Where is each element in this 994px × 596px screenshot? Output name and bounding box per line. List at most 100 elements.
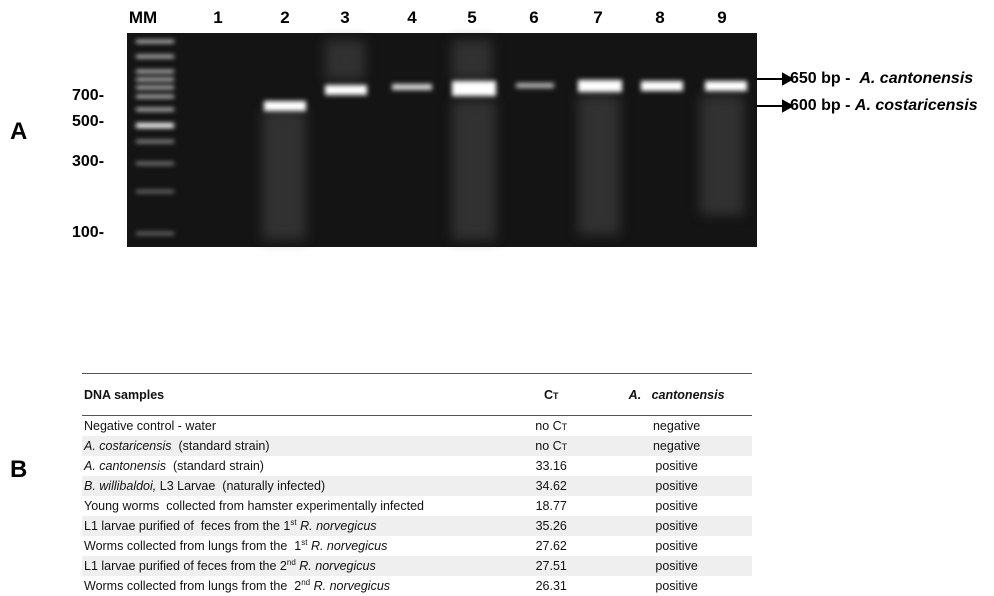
text-part: A. costaricensis — [855, 97, 978, 114]
table-row: L1 larvae purified of feces from the 2nd… — [82, 556, 752, 576]
text-part: positive — [655, 539, 697, 553]
panel-label: B — [10, 456, 27, 484]
text-part: 34.62 — [536, 479, 567, 493]
lane-label: 9 — [717, 8, 726, 28]
text-part: T — [562, 442, 568, 452]
text-part: T — [562, 422, 568, 432]
text-part: 600 bp - — [790, 97, 855, 114]
table-cell: 35.26 — [501, 516, 601, 536]
text-part: nd — [301, 578, 310, 587]
text-part: L1 larvae purified of feces from the 2 — [84, 560, 287, 574]
text-part: A. cantonensis — [629, 388, 725, 402]
table-row: A. cantonensis (standard strain) 33.16 pos… — [82, 456, 752, 476]
table-cell: B. willibaldoi, L3 Larvae (naturally inf… — [82, 476, 501, 496]
text-part: 18.77 — [536, 499, 567, 513]
text-part: (standard strain) — [166, 459, 264, 473]
table-cell: 27.62 — [501, 536, 601, 556]
table-cell: positive — [601, 496, 752, 516]
table-cell: A. costaricensis (standard strain) — [82, 436, 501, 456]
text-part: positive — [655, 579, 697, 593]
text-part: Young worms collected from hamster exper… — [84, 499, 424, 513]
text-part: positive — [655, 479, 697, 493]
table-cell: 18.77 — [501, 496, 601, 516]
column-header: A. cantonensis — [601, 374, 752, 416]
table-cell: A. cantonensis (standard strain) — [82, 456, 501, 476]
annotation: 650 bp - A. cantonensis — [790, 70, 973, 88]
table-row: Young worms collected from hamster exper… — [82, 496, 752, 516]
table-cell: Worms collected from lungs from the 2nd … — [82, 576, 501, 596]
text-part: 650 bp - — [790, 70, 859, 87]
table-cell: positive — [601, 456, 752, 476]
table-row: Worms collected from lungs from the 2nd … — [82, 576, 752, 596]
table-cell: negative — [601, 436, 752, 456]
text-part: R. norvegicus — [314, 580, 390, 594]
table-cell: Young worms collected from hamster exper… — [82, 496, 501, 516]
text-part: L3 Larvae (naturally infected) — [156, 479, 325, 493]
table-cell: L1 larvae purified of feces from the 2nd… — [82, 556, 501, 576]
table-row: L1 larvae purified of feces from the 1st… — [82, 516, 752, 536]
text-part: no C — [535, 419, 561, 433]
marker-label: 700- — [72, 87, 104, 105]
text-part: L1 larvae purified of feces from the 1 — [84, 520, 290, 534]
annotation: 600 bp - A. costaricensis — [790, 97, 978, 115]
table-cell: Negative control - water — [82, 416, 501, 437]
text-part: 33.16 — [536, 459, 567, 473]
table-row: Worms collected from lungs from the 1st … — [82, 536, 752, 556]
marker-label: 500- — [72, 113, 104, 131]
text-part: negative — [653, 439, 700, 453]
text-part: R. norvegicus — [299, 560, 375, 574]
text-part: 26.31 — [536, 579, 567, 593]
table-cell: no CT — [501, 416, 601, 437]
text-part: R. norvegicus — [311, 540, 387, 554]
lane-label: 4 — [407, 8, 416, 28]
lane-label: 2 — [280, 8, 289, 28]
gel — [0, 0, 994, 260]
lane-label: 1 — [213, 8, 222, 28]
text-part: positive — [655, 559, 697, 573]
lane-label: 7 — [593, 8, 602, 28]
table-cell: negative — [601, 416, 752, 437]
marker-label: 300- — [72, 153, 104, 171]
text-part: positive — [655, 499, 697, 513]
column-header: DNA samples — [82, 374, 501, 416]
lane-label: 6 — [529, 8, 538, 28]
table-cell: 33.16 — [501, 456, 601, 476]
table-cell: positive — [601, 516, 752, 536]
table-cell: positive — [601, 476, 752, 496]
text-part: 27.51 — [536, 559, 567, 573]
lane-label: 5 — [467, 8, 476, 28]
text-part: no C — [535, 439, 561, 453]
text-part: nd — [287, 558, 296, 567]
page: {"panel_a":{"label":"A","lanes":["MM","1… — [0, 0, 994, 592]
table-cell: 26.31 — [501, 576, 601, 596]
column-header: CT — [501, 374, 601, 416]
text-part: positive — [655, 519, 697, 533]
text-part: negative — [653, 419, 700, 433]
lane-label: 3 — [340, 8, 349, 28]
text-part: DNA samples — [84, 388, 164, 402]
marker-label: 100- — [72, 224, 104, 242]
text-part: C — [544, 388, 553, 402]
table-cell: L1 larvae purified of feces from the 1st… — [82, 516, 501, 536]
table-cell: Worms collected from lungs from the 1st … — [82, 536, 501, 556]
table-cell: positive — [601, 576, 752, 596]
text-part: 27.62 — [536, 539, 567, 553]
table-cell: positive — [601, 536, 752, 556]
text-part: (standard strain) — [172, 439, 270, 453]
text-part: B. willibaldoi, — [84, 479, 156, 493]
text-part: R. norvegicus — [300, 520, 376, 534]
text-part: A. cantonensis — [84, 459, 166, 473]
text-part: Worms collected from lungs from the 1 — [84, 540, 301, 554]
text-part: Negative control - water — [84, 419, 216, 433]
table-row: B. willibaldoi, L3 Larvae (naturally inf… — [82, 476, 752, 496]
text-part: A. cantonensis — [859, 70, 973, 87]
lane-label: MM — [129, 8, 157, 28]
table-cell: positive — [601, 556, 752, 576]
text-part: A. costaricensis — [84, 439, 172, 453]
table-cell: no CT — [501, 436, 601, 456]
text-part: Worms collected from lungs from the 2 — [84, 580, 301, 594]
text-part: positive — [655, 459, 697, 473]
